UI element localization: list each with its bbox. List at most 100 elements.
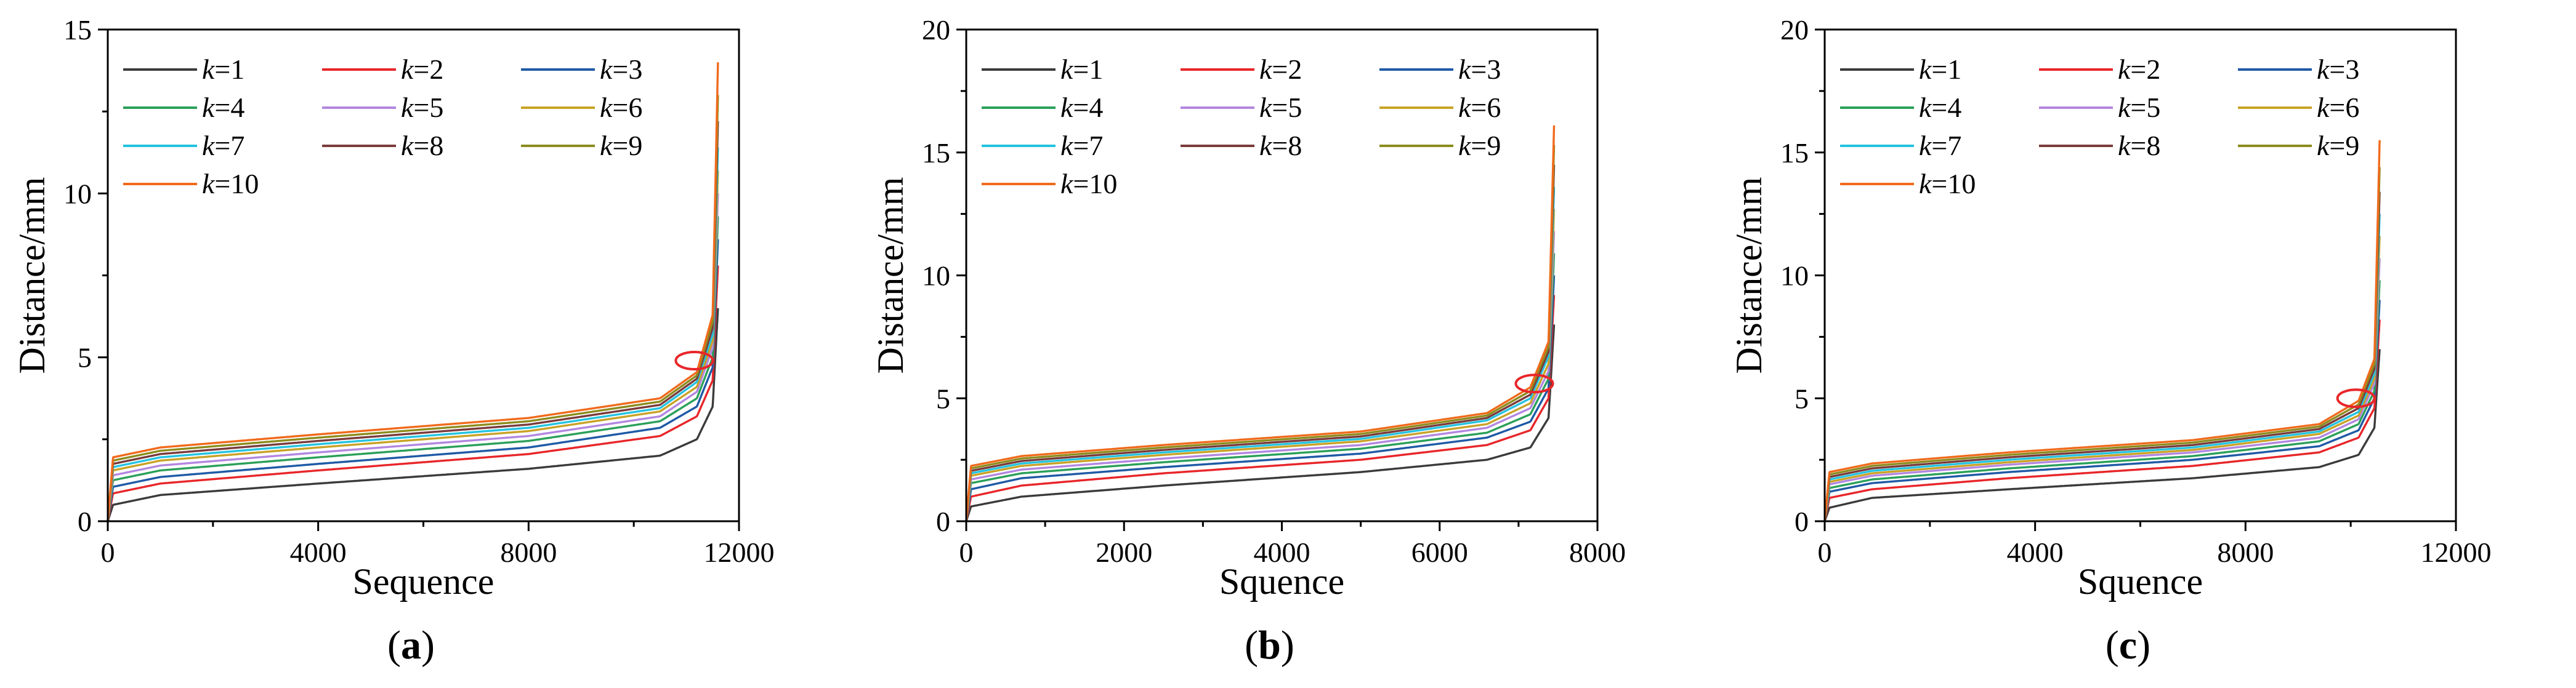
series-line-k2 — [108, 265, 719, 521]
panel-c: 0 4000 8000 12000 0 5 10 15 20 Squence Distance/mm… — [1717, 0, 2575, 688]
legend-label-variable: k — [1259, 54, 1273, 85]
series-line-k2 — [966, 294, 1556, 521]
x-tick-label: 4000 — [2007, 537, 2064, 568]
legend-label-k6: k=6 — [2317, 92, 2359, 123]
legend-label-variable: k — [600, 92, 613, 123]
series-line-k7 — [108, 146, 719, 521]
legend-label-k9: k=9 — [1458, 130, 1501, 161]
legend-label-variable: k — [1458, 92, 1472, 123]
y-axis-title: Distance/mm — [1729, 177, 1769, 374]
series-line-k3 — [966, 274, 1556, 521]
legend-label-k2: k=2 — [401, 54, 443, 85]
series-line-k3 — [1825, 298, 2381, 521]
caption-part: a — [401, 623, 421, 668]
series-line-k7 — [966, 186, 1556, 521]
knee-point-marker — [2336, 388, 2376, 409]
caption-part: ( — [387, 623, 401, 668]
legend-label-value: =2 — [413, 54, 443, 85]
y-tick-label: 0 — [1795, 506, 1809, 537]
legend-label-value: =10 — [214, 168, 259, 199]
legend-label-k3: k=3 — [1458, 54, 1501, 85]
panel-caption: (a) — [387, 623, 435, 668]
legend-label-value: =3 — [612, 54, 642, 85]
panel-a: 0 4000 8000 12000 0 5 10 15 Sequence Distance/mm k… — [0, 0, 858, 688]
panel-caption: (b) — [1245, 623, 1294, 668]
legend-label-k10: k=10 — [1060, 168, 1117, 199]
legend-label-value: =1 — [214, 54, 244, 85]
legend-label-variable: k — [1060, 54, 1074, 85]
series-line-k5 — [108, 192, 719, 521]
legend: k=1 k=2 k=3k=4 k=5 k=6k=7 k=8 k=9k=10 — [1840, 54, 2359, 199]
x-tick-label: 8000 — [2217, 537, 2274, 568]
panel-b: 0 2000 4000 6000 8000 0 5 10 15 20 Squence Distance… — [858, 0, 1717, 688]
legend-label-variable: k — [202, 54, 216, 85]
legend-label-variable: k — [1919, 130, 1932, 161]
y-tick-label: 10 — [1780, 260, 1809, 292]
legend-label-variable: k — [2317, 54, 2330, 85]
legend-label-value: =8 — [1272, 130, 1302, 161]
legend-label-variable: k — [2317, 130, 2330, 161]
panel-caption: (c) — [2106, 623, 2150, 668]
legend-label-k3: k=3 — [600, 54, 642, 85]
legend-label-variable: k — [2118, 92, 2131, 123]
legend-label-variable: k — [202, 92, 216, 123]
legend-label-k10: k=10 — [1919, 168, 1976, 199]
series-line-k3 — [108, 238, 719, 521]
x-tick-label: 4000 — [1254, 537, 1310, 568]
legend-label-value: =10 — [1073, 168, 1117, 199]
legend-label-k4: k=4 — [1060, 92, 1103, 123]
legend-label-variable: k — [1060, 130, 1074, 161]
legend-label-variable: k — [202, 130, 216, 161]
legend-label-value: =9 — [1471, 130, 1501, 161]
knee-point-marker — [674, 350, 714, 370]
legend-label-k5: k=5 — [1259, 92, 1302, 123]
legend-label-variable: k — [202, 168, 216, 199]
y-tick-label: 0 — [78, 506, 92, 537]
series-line-k6 — [966, 208, 1556, 521]
legend-label-variable: k — [401, 92, 414, 123]
legend-label-k1: k=1 — [1060, 54, 1103, 85]
x-tick-label: 8000 — [500, 537, 557, 568]
legend-label-value: =4 — [214, 92, 244, 123]
legend-label-value: =4 — [1931, 92, 1961, 123]
series-line-k6 — [1825, 235, 2381, 521]
legend-label-k6: k=6 — [600, 92, 642, 123]
y-axis-title: Distance/mm — [870, 177, 911, 374]
legend: k=1 k=2 k=3k=4 k=5 k=6k=7 k=8 k=9k=10 — [982, 54, 1501, 199]
legend-label-k6: k=6 — [1458, 92, 1501, 123]
y-tick-label: 15 — [63, 14, 92, 46]
y-tick-label: 20 — [922, 14, 950, 46]
caption-part: ) — [1281, 623, 1294, 668]
y-tick-label: 0 — [936, 506, 950, 537]
legend-label-variable: k — [1919, 92, 1932, 123]
legend-label-k5: k=5 — [2118, 92, 2160, 123]
legend-label-value: =10 — [1931, 168, 1976, 199]
legend-label-value: =7 — [1931, 130, 1961, 161]
legend-label-k7: k=7 — [1919, 130, 1961, 161]
series-line-k10 — [966, 124, 1556, 521]
legend-label-k8: k=8 — [401, 130, 443, 161]
legend-label-value: =8 — [413, 130, 443, 161]
series-group — [108, 61, 719, 521]
legend-label-k1: k=1 — [202, 54, 244, 85]
legend-label-value: =7 — [214, 130, 244, 161]
chart-panel-a: 0 4000 8000 12000 0 5 10 15 Sequence Distance/mm k… — [12, 14, 775, 668]
series-line-k1 — [1825, 348, 2381, 521]
series-line-k1 — [108, 307, 719, 521]
caption-part: ) — [421, 623, 435, 668]
x-axis-title: Squence — [2078, 561, 2203, 602]
x-tick-label: 8000 — [1569, 537, 1626, 568]
legend-label-k4: k=4 — [202, 92, 244, 123]
legend-label-variable: k — [1060, 168, 1074, 199]
legend-label-variable: k — [1919, 168, 1932, 199]
series-line-k1 — [966, 323, 1556, 521]
y-tick-label: 5 — [78, 342, 92, 374]
legend-label-value: =5 — [2130, 92, 2160, 123]
y-tick-label: 10 — [922, 260, 950, 292]
legend-label-variable: k — [600, 54, 613, 85]
legend-label-value: =1 — [1931, 54, 1961, 85]
y-tick-label: 5 — [936, 383, 950, 414]
series-line-k5 — [966, 230, 1556, 521]
x-tick-label: 2000 — [1096, 537, 1152, 568]
